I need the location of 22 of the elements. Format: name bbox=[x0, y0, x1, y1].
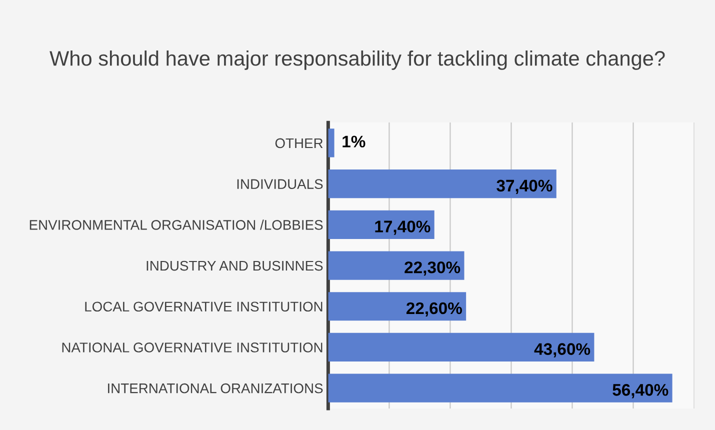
chart-title: Who should have major responsability for tackling climate change? bbox=[50, 50, 665, 70]
bar bbox=[328, 374, 672, 402]
data-label: 1% bbox=[342, 136, 366, 148]
data-label: 22,30% bbox=[404, 261, 460, 276]
y-tick-label: NATIONAL GOVERNATIVE INSTITUTION bbox=[62, 342, 322, 352]
data-label: 17,40% bbox=[375, 220, 430, 235]
bar bbox=[328, 332, 594, 362]
data-label: 56,40% bbox=[612, 384, 668, 398]
data-label: 43,60% bbox=[534, 343, 590, 358]
bar bbox=[328, 251, 464, 280]
bar bbox=[328, 210, 434, 239]
bar bbox=[328, 128, 334, 158]
y-tick-label: OTHER bbox=[275, 138, 323, 148]
y-tick-label: INTERNATIONAL ORANIZATIONS bbox=[108, 383, 323, 394]
bar bbox=[328, 170, 556, 198]
data-label: 22,60% bbox=[406, 302, 462, 317]
y-tick-label: LOCAL GOVERNATIVE INSTITUTION bbox=[85, 302, 322, 312]
y-tick-label: INDIVIDUALS bbox=[237, 179, 323, 189]
y-tick-label: ENVIRONMENTAL ORGANISATION /LOBBIES bbox=[30, 220, 323, 230]
y-tick-label: INDUSTRY AND BUSINNES bbox=[146, 260, 323, 271]
bar bbox=[328, 292, 466, 321]
data-label: 37,40% bbox=[496, 180, 552, 194]
